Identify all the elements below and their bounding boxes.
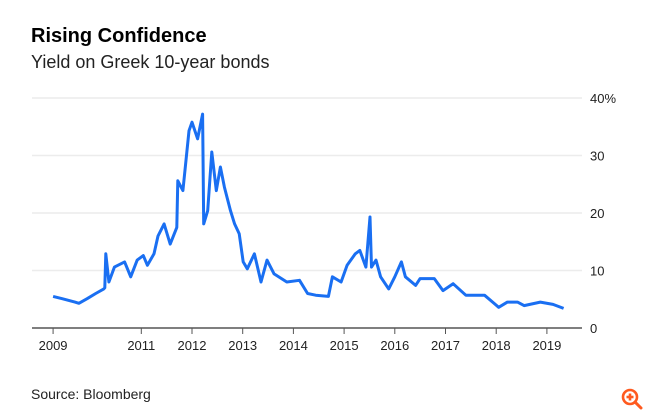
y-tick-label: 20: [590, 206, 604, 221]
x-tick-label: 2018: [482, 338, 511, 353]
source-note: Source: Bloomberg: [31, 386, 151, 402]
chart-title: Rising Confidence: [31, 25, 207, 47]
y-tick-label: 10: [590, 264, 604, 279]
x-tick-label: 2019: [532, 338, 561, 353]
series-line: [52, 112, 565, 310]
x-tick-label: 2011: [127, 338, 155, 353]
x-tick-label: 2016: [380, 338, 409, 353]
x-tick-label: 2012: [178, 338, 207, 353]
x-tick-label: 2013: [228, 338, 257, 353]
y-tick-label: 30: [590, 149, 604, 164]
chart-subtitle: Yield on Greek 10-year bonds: [31, 52, 270, 72]
x-tick-label: 2014: [279, 338, 308, 353]
x-tick-label: 2017: [431, 338, 460, 353]
x-tick-label: 2009: [39, 338, 68, 353]
y-tick-label: 0: [590, 321, 597, 336]
y-tick-label: 40%: [590, 91, 616, 106]
x-tick-label: 2015: [330, 338, 359, 353]
zoom-in-icon[interactable]: [620, 387, 644, 411]
